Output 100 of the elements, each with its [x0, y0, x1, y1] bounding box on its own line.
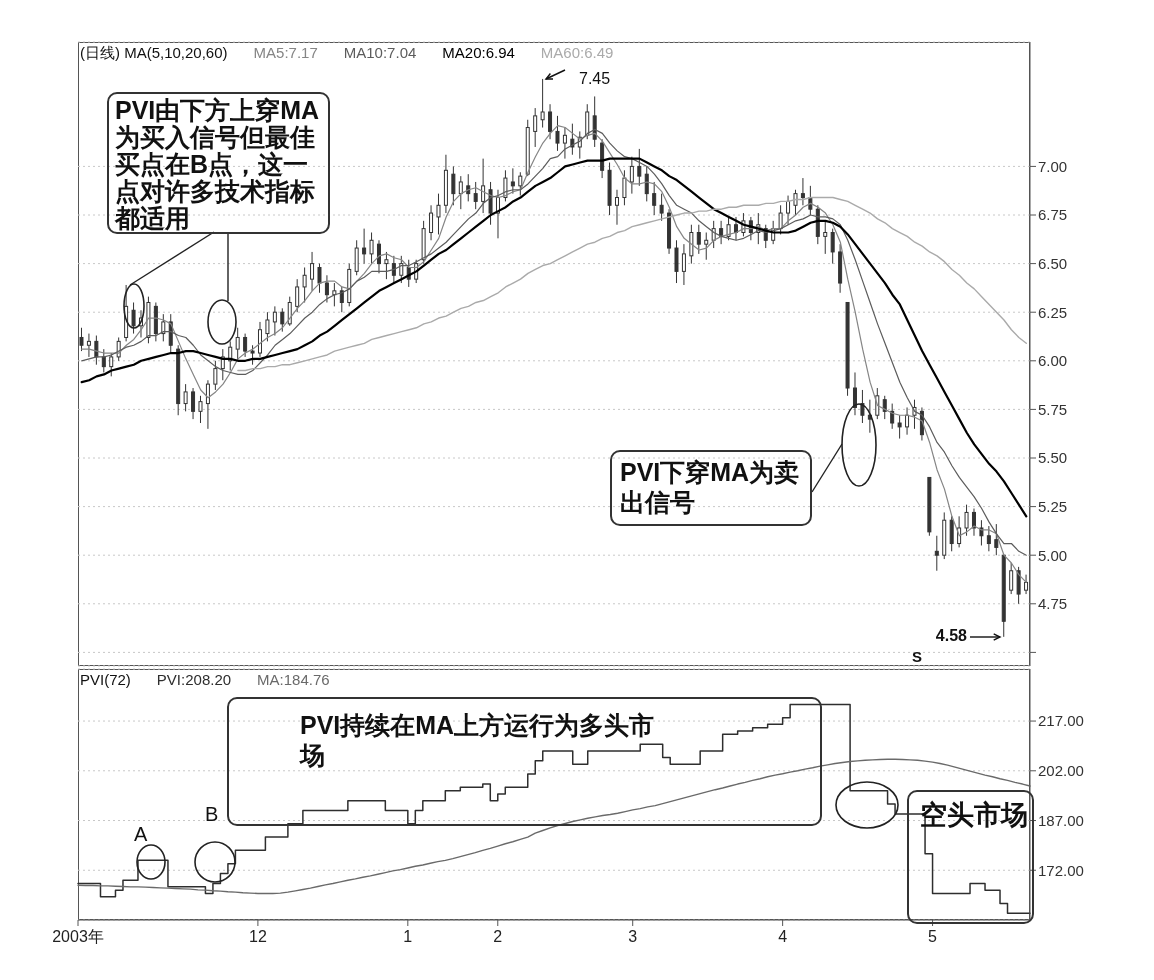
x-tick-label: 2003年	[52, 928, 104, 946]
candlestick	[317, 263, 322, 294]
y-tick-label: 202.00	[1038, 762, 1084, 780]
candlestick	[257, 321, 262, 358]
y-tick-label: 6.25	[1038, 303, 1068, 321]
y-tick-label: 5.75	[1038, 400, 1068, 418]
candlestick	[994, 523, 999, 556]
candlestick	[696, 224, 701, 255]
candlestick	[800, 177, 805, 206]
candlestick	[205, 379, 210, 430]
candlestick	[964, 504, 969, 537]
annotation: A	[134, 823, 148, 846]
candlestick	[622, 169, 627, 206]
x-tick-label: 5	[928, 928, 938, 946]
candlestick	[510, 167, 515, 195]
candlestick	[852, 371, 857, 416]
candlestick	[548, 103, 553, 140]
candlestick	[488, 181, 493, 226]
x-tick-label: 12	[249, 928, 267, 946]
candlestick	[890, 403, 895, 430]
candlestick	[302, 267, 307, 303]
candlestick	[1016, 566, 1021, 605]
candlestick	[339, 286, 344, 313]
candlestick	[652, 181, 657, 216]
candlestick	[905, 406, 910, 436]
candlestick	[183, 383, 188, 412]
text: PVI:208.20	[156, 671, 232, 689]
text: MA20:6.94	[442, 44, 515, 62]
candlestick	[131, 301, 136, 335]
candlestick	[533, 107, 538, 148]
y-tick-label: 6.75	[1038, 206, 1068, 224]
y-tick-label: 217.00	[1038, 712, 1084, 730]
candlestick	[250, 344, 255, 366]
candlestick	[265, 311, 270, 342]
annotation: PVI持续在MA上方运行为多头市场	[300, 710, 656, 770]
y-tick-label: 187.00	[1038, 811, 1084, 829]
y-tick-label: 5.25	[1038, 497, 1068, 515]
y-tick-label: 4.75	[1038, 595, 1068, 613]
candlestick	[481, 158, 486, 214]
candlestick	[674, 239, 679, 284]
candlestick	[324, 274, 329, 303]
candlestick	[518, 171, 523, 197]
y-tick-label: 5.50	[1038, 449, 1068, 467]
y-tick-label: 6.00	[1038, 352, 1068, 370]
candlestick	[629, 156, 634, 195]
candlestick	[161, 313, 166, 342]
candlestick	[473, 181, 478, 210]
candlestick	[295, 278, 300, 313]
annotation: 空头市场	[920, 799, 1028, 832]
candlestick	[986, 525, 991, 552]
chart-title: PVI(72)	[80, 671, 131, 689]
candlestick	[86, 333, 91, 358]
candlestick	[897, 414, 902, 440]
candlestick	[570, 123, 575, 156]
candlestick	[451, 165, 456, 206]
candlestick	[585, 103, 590, 140]
y-tick-label: 5.00	[1038, 546, 1068, 564]
x-tick-label: 2	[493, 928, 503, 946]
candlestick	[592, 95, 597, 148]
candlestick	[272, 305, 277, 337]
candlestick	[287, 296, 292, 327]
candlestick	[310, 251, 315, 292]
candlestick	[830, 228, 835, 265]
candlestick	[458, 175, 463, 210]
candlestick	[168, 313, 173, 354]
candlestick	[786, 195, 791, 226]
candlestick	[733, 216, 738, 241]
candlestick	[191, 387, 196, 420]
candlestick	[1009, 562, 1014, 595]
y-tick-label: 7.00	[1038, 157, 1068, 175]
candlestick	[369, 232, 374, 265]
chart-title: (日线) MA(5,10,20,60)	[80, 44, 228, 62]
text: MA10:7.04	[343, 44, 417, 62]
candlestick	[644, 165, 649, 202]
candlestick	[376, 239, 381, 274]
annotation: 7.45	[579, 70, 611, 88]
text: MA5:7.17	[253, 44, 318, 62]
candlestick	[503, 169, 508, 202]
candlestick	[562, 127, 567, 160]
candlestick	[94, 335, 99, 366]
candlestick	[793, 189, 798, 216]
candlestick	[79, 327, 84, 352]
candlestick	[436, 193, 441, 235]
candlestick	[540, 78, 545, 129]
candlestick	[555, 115, 560, 152]
x-tick-label: 3	[628, 928, 638, 946]
candlestick	[934, 535, 939, 572]
candlestick	[384, 251, 389, 280]
candlestick	[637, 148, 642, 187]
candlestick	[362, 228, 367, 265]
candlestick	[280, 307, 285, 333]
candlestick	[614, 189, 619, 226]
candlestick	[681, 243, 686, 286]
annotation: PVI下穿MA为卖出信号	[620, 457, 801, 517]
y-tick-label: 6.50	[1038, 254, 1068, 272]
candlestick	[399, 255, 404, 284]
annotation: 4.58	[935, 627, 967, 645]
annotation: S	[912, 648, 923, 665]
text: MA60:6.49	[540, 44, 614, 62]
text: MA:184.76	[257, 671, 330, 689]
